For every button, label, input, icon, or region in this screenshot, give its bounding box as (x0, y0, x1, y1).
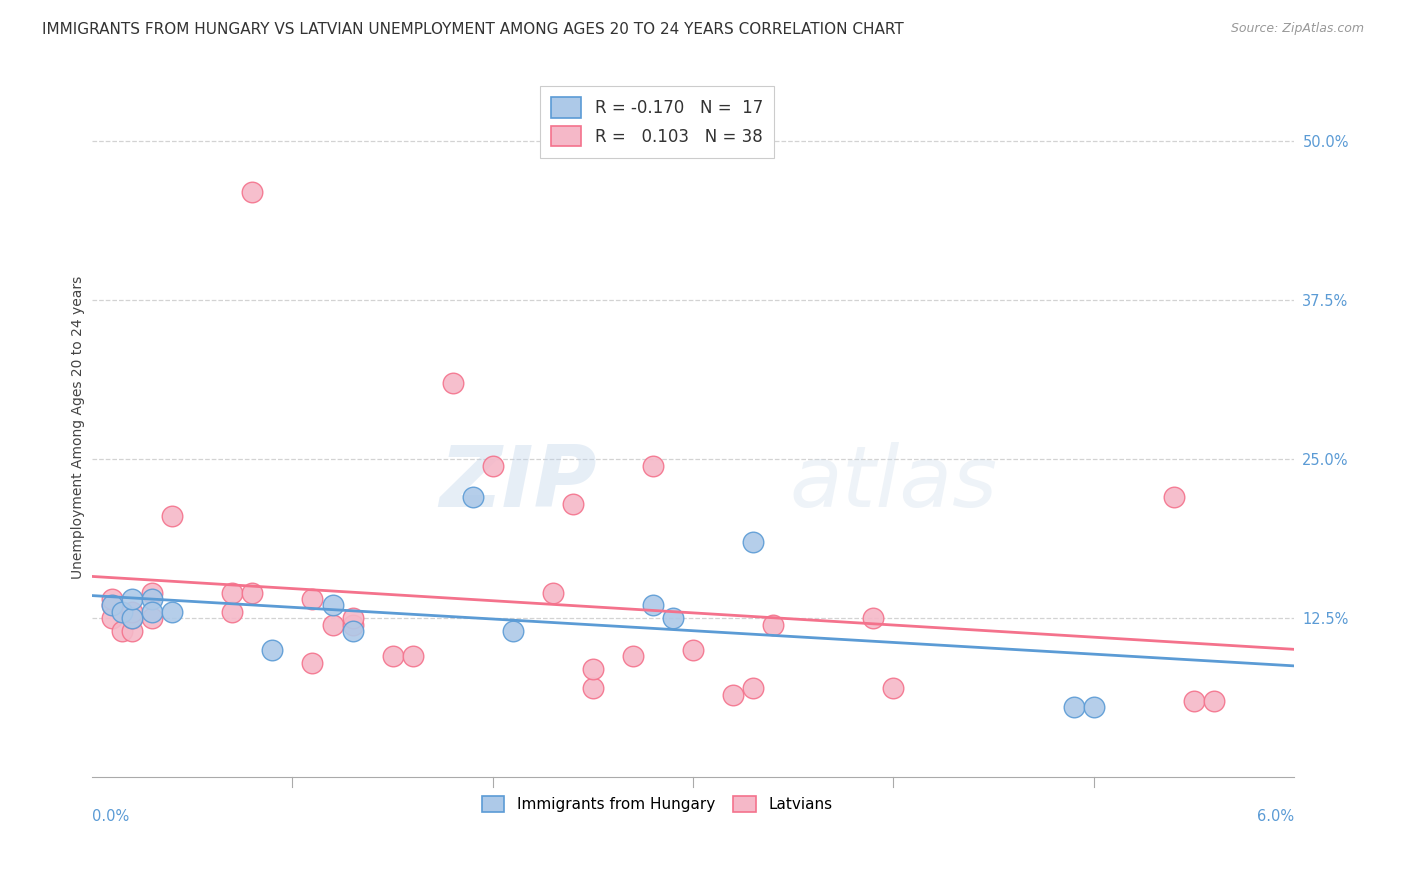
Point (381, 649, 404, 664)
Point (862, 611, 884, 625)
Point (301, 656, 323, 670)
Point (342, 611, 364, 625)
Point (582, 662, 605, 676)
Point (461, 491, 484, 505)
Point (1083, 700, 1105, 714)
Point (301, 592, 323, 607)
Point (582, 681, 605, 696)
Point (342, 624, 364, 638)
Point (121, 592, 143, 607)
Point (240, 185, 263, 199)
Point (321, 617, 343, 632)
Point (561, 497, 583, 511)
Point (1202, 694, 1225, 708)
Point (121, 611, 143, 625)
Point (321, 599, 343, 613)
Point (101, 599, 124, 613)
Point (1163, 491, 1185, 505)
Point (121, 611, 143, 625)
Point (101, 592, 124, 607)
Point (121, 605, 143, 619)
Text: Source: ZipAtlas.com: Source: ZipAtlas.com (1230, 22, 1364, 36)
Text: ZIP: ZIP (439, 442, 598, 524)
Point (141, 592, 163, 607)
Point (441, 376, 464, 390)
Point (141, 605, 163, 619)
Point (1182, 694, 1205, 708)
Point (541, 586, 564, 600)
Point (101, 599, 124, 613)
Point (162, 605, 184, 619)
Y-axis label: Unemployment Among Ages 20 to 24 years: Unemployment Among Ages 20 to 24 years (72, 276, 86, 579)
Point (401, 649, 423, 664)
Point (742, 681, 765, 696)
Text: IMMIGRANTS FROM HUNGARY VS LATVIAN UNEMPLOYMENT AMONG AGES 20 TO 24 YEARS CORREL: IMMIGRANTS FROM HUNGARY VS LATVIAN UNEMP… (42, 22, 904, 37)
Point (121, 624, 143, 638)
Point (641, 458, 664, 473)
Point (342, 617, 364, 632)
Point (621, 649, 644, 664)
Point (641, 599, 664, 613)
Point (101, 611, 124, 625)
Point (221, 605, 243, 619)
Point (1063, 700, 1085, 714)
Point (762, 617, 785, 632)
Text: 0.0%: 0.0% (93, 809, 129, 824)
Point (162, 509, 184, 524)
Point (742, 534, 765, 549)
Point (481, 458, 503, 473)
Point (141, 611, 163, 625)
Point (141, 586, 163, 600)
Point (111, 605, 134, 619)
Point (262, 643, 284, 657)
Point (240, 586, 263, 600)
Point (111, 624, 134, 638)
Legend: Immigrants from Hungary, Latvians: Immigrants from Hungary, Latvians (475, 789, 838, 819)
Point (682, 643, 704, 657)
Point (662, 611, 685, 625)
Point (882, 681, 904, 696)
Point (721, 688, 744, 702)
Point (502, 624, 524, 638)
Point (221, 586, 243, 600)
Text: atlas: atlas (789, 442, 997, 524)
Text: 6.0%: 6.0% (1257, 809, 1294, 824)
